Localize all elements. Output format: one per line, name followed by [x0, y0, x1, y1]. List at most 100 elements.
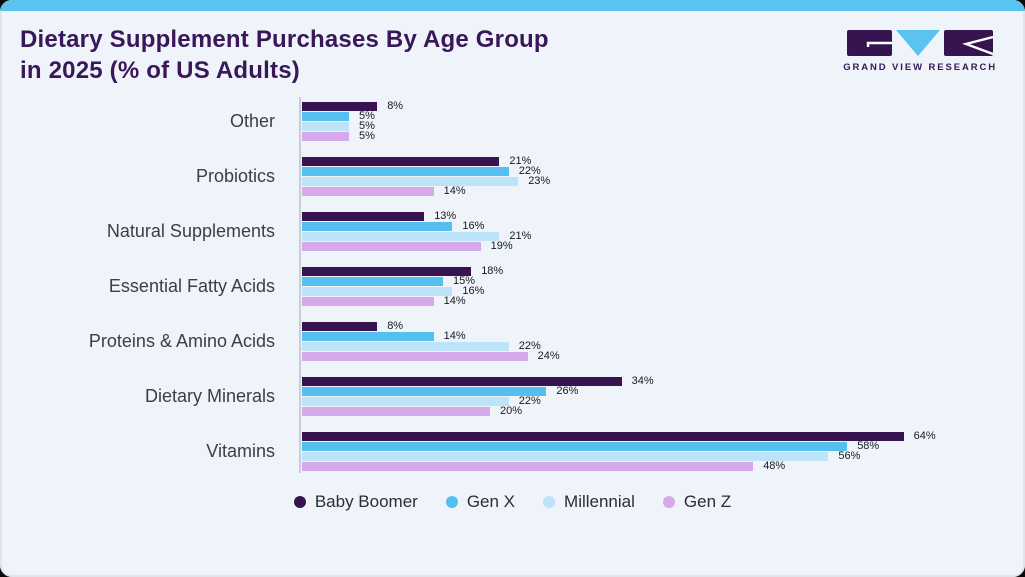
- legend-dot-icon: [293, 496, 306, 508]
- bar-gen-x: [302, 166, 509, 176]
- legend-dot-icon: [445, 496, 458, 508]
- value-label: 16%: [462, 220, 485, 232]
- bar-row: 26%: [302, 385, 1025, 397]
- category-bars: 34% 26% 22% 20%: [302, 375, 1025, 417]
- logo-v-icon: [896, 30, 941, 56]
- category-label: Dietary Minerals: [144, 385, 275, 406]
- bar-row: 58%: [302, 440, 1025, 452]
- value-label: 23%: [528, 175, 551, 187]
- gvr-logo-mark: [847, 30, 994, 56]
- bar-gen-x: [302, 386, 547, 396]
- bar-row: 13%: [302, 210, 1025, 222]
- value-label: 56%: [838, 450, 861, 462]
- chart-title-line1: Dietary Supplement Purchases By Age Grou…: [20, 26, 549, 53]
- bar-row: 19%: [302, 240, 1025, 252]
- value-label: 48%: [763, 460, 786, 472]
- bar-row: 14%: [302, 295, 1025, 307]
- category-bars: 64% 58% 56% 48%: [302, 430, 1025, 472]
- value-label: 14%: [443, 330, 466, 342]
- category-bars: 8% 5% 5% 5%: [302, 100, 1025, 142]
- bar-gen-z: [302, 296, 434, 306]
- bar-row: 14%: [302, 185, 1025, 197]
- value-label: 5%: [359, 130, 375, 142]
- bar-gen-z: [302, 351, 528, 361]
- chart-rows: Other 8% 5% 5% 5% Probiotics 21% 22% 23% 14% Natur…: [0, 100, 1025, 472]
- bar-gen-z: [302, 241, 481, 251]
- legend-label: Baby Boomer: [314, 492, 418, 511]
- category-label: Other: [229, 110, 275, 131]
- value-label: 58%: [857, 440, 880, 452]
- category-label: Essential Fatty Acids: [108, 275, 275, 296]
- bar-chart: Other 8% 5% 5% 5% Probiotics 21% 22% 23% 14% Natur…: [0, 97, 1025, 473]
- top-accent-strip: [0, 0, 1025, 11]
- bar-row: 56%: [302, 450, 1025, 462]
- legend-item-millennial: Millennial: [543, 492, 635, 512]
- axis-line: [299, 97, 301, 473]
- legend-label: Gen Z: [683, 492, 732, 511]
- bar-baby-boomer: [302, 321, 378, 331]
- bar-row: 64%: [302, 430, 1025, 442]
- bar-baby-boomer: [302, 156, 500, 166]
- category-group: Proteins & Amino Acids 8% 14% 22% 24%: [0, 320, 1025, 362]
- bar-baby-boomer: [302, 266, 472, 276]
- category-group: Vitamins 64% 58% 56% 48%: [0, 430, 1025, 472]
- value-label: 5%: [359, 110, 375, 122]
- legend-dot-icon: [543, 496, 556, 508]
- legend: Baby Boomer Gen X Millennial Gen Z: [0, 492, 1025, 512]
- category-label: Natural Supplements: [106, 220, 275, 241]
- bar-row: 16%: [302, 285, 1025, 297]
- bar-millennial: [302, 121, 349, 131]
- category-bars: 21% 22% 23% 14%: [302, 155, 1025, 197]
- value-label: 22%: [518, 165, 541, 177]
- value-label: 18%: [481, 265, 504, 277]
- bar-row: 22%: [302, 340, 1025, 352]
- bar-gen-x: [302, 221, 453, 231]
- category-bars: 8% 14% 22% 24%: [302, 320, 1025, 362]
- value-label: 20%: [500, 405, 523, 417]
- bar-row: 21%: [302, 155, 1025, 167]
- category-bars: 18% 15% 16% 14%: [302, 265, 1025, 307]
- bar-gen-x: [302, 331, 434, 341]
- bar-row: 18%: [302, 265, 1025, 277]
- legend-dot-icon: [662, 496, 675, 508]
- value-label: 21%: [509, 155, 532, 167]
- bar-row: 23%: [302, 175, 1025, 187]
- chart-title: Dietary Supplement Purchases By Age Grou…: [20, 24, 549, 86]
- category-label: Proteins & Amino Acids: [88, 330, 275, 351]
- bar-gen-x: [302, 441, 848, 451]
- logo-r-icon: [944, 30, 994, 56]
- logo-text: GRAND VIEW RESEARCH: [843, 62, 997, 73]
- bar-row: 8%: [302, 320, 1025, 332]
- bar-row: 5%: [302, 120, 1025, 132]
- value-label: 26%: [556, 385, 579, 397]
- value-label: 13%: [434, 210, 457, 222]
- bar-baby-boomer: [302, 101, 378, 111]
- bar-millennial: [302, 176, 519, 186]
- category-group: Natural Supplements 13% 16% 21% 19%: [0, 210, 1025, 252]
- bar-row: 21%: [302, 230, 1025, 242]
- value-label: 8%: [387, 320, 404, 332]
- value-label: 22%: [518, 340, 541, 352]
- category-group: Probiotics 21% 22% 23% 14%: [0, 155, 1025, 197]
- header: Dietary Supplement Purchases By Age Grou…: [0, 11, 1025, 86]
- logo-g-icon: [847, 30, 893, 56]
- legend-item-gen-z: Gen Z: [662, 492, 732, 512]
- bar-gen-z: [302, 186, 434, 196]
- bar-row: 22%: [302, 395, 1025, 407]
- chart-title-line2: in 2025 (% of US Adults): [20, 57, 300, 84]
- bar-row: 24%: [302, 350, 1025, 362]
- category-group: Essential Fatty Acids 18% 15% 16% 14%: [0, 265, 1025, 307]
- value-label: 64%: [913, 430, 936, 442]
- bar-row: 16%: [302, 220, 1025, 232]
- bar-baby-boomer: [302, 376, 622, 386]
- value-label: 21%: [509, 230, 532, 242]
- bar-millennial: [302, 396, 509, 406]
- category-bars: 13% 16% 21% 19%: [302, 210, 1025, 252]
- bar-row: 48%: [302, 460, 1025, 472]
- bar-row: 15%: [302, 275, 1025, 287]
- value-label: 16%: [462, 285, 485, 297]
- value-label: 24%: [537, 350, 560, 362]
- bar-millennial: [302, 286, 453, 296]
- bar-baby-boomer: [302, 431, 904, 441]
